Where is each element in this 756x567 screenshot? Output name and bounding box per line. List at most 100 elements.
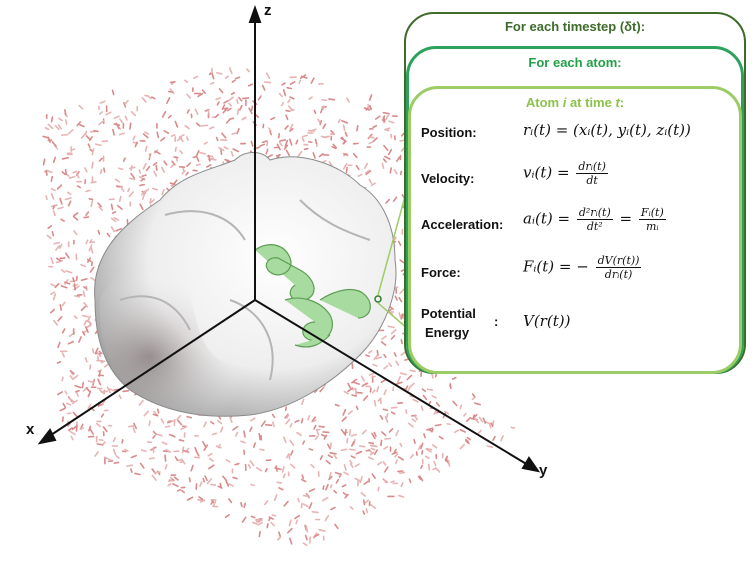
water-molecule: [284, 139, 289, 147]
water-molecule: [308, 96, 313, 100]
water-molecule: [214, 113, 220, 118]
inner-atom-box: Atom i at time t:: [408, 86, 742, 374]
acceleration-fraction-2: Fᵢ(t) mᵢ: [638, 206, 666, 233]
water-molecule: [248, 107, 253, 115]
water-molecule: [349, 448, 356, 451]
water-molecule: [373, 449, 379, 455]
water-molecule: [50, 175, 54, 182]
water-molecule: [101, 399, 106, 405]
water-molecule: [261, 140, 268, 144]
water-molecule: [364, 162, 368, 170]
water-molecule: [139, 183, 145, 187]
water-molecule: [156, 408, 160, 414]
water-molecule: [300, 75, 308, 79]
water-molecule: [148, 457, 155, 460]
water-molecule: [240, 501, 243, 508]
water-molecule: [84, 326, 89, 333]
water-molecule: [227, 96, 234, 102]
water-molecule: [231, 79, 236, 83]
water-molecule: [87, 390, 92, 398]
water-molecule: [225, 480, 230, 487]
water-molecule: [121, 450, 127, 453]
water-molecule: [368, 456, 374, 461]
water-molecule: [115, 455, 120, 459]
velocity-num: drᵢ(t): [576, 160, 608, 174]
water-molecule: [392, 196, 398, 203]
water-molecule: [79, 427, 85, 430]
water-molecule: [156, 131, 160, 139]
water-molecule: [76, 172, 80, 179]
water-molecule: [271, 413, 276, 418]
water-molecule: [52, 205, 56, 210]
water-molecule: [407, 422, 414, 428]
z-axis-label: z: [264, 2, 272, 19]
water-molecule: [394, 453, 399, 458]
water-molecule: [118, 394, 122, 400]
water-molecule: [329, 452, 337, 455]
water-molecule: [313, 533, 320, 538]
water-molecule: [381, 431, 387, 437]
water-molecule: [171, 160, 176, 166]
water-molecule: [349, 459, 353, 465]
water-molecule: [222, 108, 227, 114]
water-molecule: [72, 215, 79, 221]
water-molecule: [208, 464, 215, 470]
velocity-lhs: vᵢ(t) =: [523, 163, 570, 182]
water-molecule: [149, 197, 152, 204]
water-molecule: [132, 135, 136, 141]
water-molecule: [224, 158, 230, 162]
water-molecule: [119, 118, 124, 124]
water-molecule: [346, 97, 350, 103]
water-molecule: [277, 132, 281, 139]
water-molecule: [98, 120, 105, 126]
water-molecule: [219, 482, 222, 488]
water-molecule: [304, 524, 307, 531]
water-molecule: [329, 484, 333, 489]
water-molecule: [500, 435, 504, 442]
water-molecule: [200, 124, 209, 127]
water-molecule: [50, 116, 54, 123]
water-molecule: [130, 110, 137, 117]
water-molecule: [98, 206, 103, 211]
water-molecule: [85, 239, 89, 245]
water-molecule: [91, 348, 95, 354]
water-molecule: [218, 88, 224, 94]
water-molecule: [289, 96, 295, 100]
water-molecule: [216, 72, 223, 75]
water-molecule: [124, 115, 128, 121]
water-molecule: [67, 340, 74, 345]
water-molecule: [278, 141, 283, 147]
water-molecule: [52, 293, 57, 301]
water-molecule: [72, 399, 78, 405]
water-molecule: [102, 167, 106, 173]
acceleration-num-2: Fᵢ(t): [638, 206, 666, 220]
water-molecule: [168, 479, 174, 482]
water-molecule: [327, 454, 333, 459]
water-molecule: [83, 286, 88, 290]
water-molecule: [186, 496, 194, 501]
water-molecule: [50, 188, 56, 192]
water-molecule: [101, 441, 106, 447]
water-molecule: [61, 156, 69, 160]
water-molecule: [66, 191, 72, 196]
water-molecule: [258, 530, 261, 538]
water-molecule: [304, 534, 308, 541]
water-molecule: [369, 451, 375, 456]
water-molecule: [368, 372, 375, 376]
water-molecule: [444, 410, 450, 415]
water-molecule: [85, 189, 91, 193]
potential-colon: :: [494, 314, 499, 329]
force-label: Force:: [421, 265, 461, 280]
water-molecule: [245, 68, 251, 73]
water-molecule: [342, 492, 349, 497]
water-molecule: [221, 132, 227, 139]
water-molecule: [126, 464, 134, 468]
water-molecule: [381, 162, 385, 169]
water-molecule: [240, 440, 246, 444]
water-molecule: [210, 421, 215, 425]
water-molecule: [398, 296, 403, 303]
water-molecule: [128, 424, 135, 428]
water-molecule: [185, 447, 190, 452]
water-molecule: [265, 459, 272, 462]
water-molecule: [273, 494, 278, 502]
